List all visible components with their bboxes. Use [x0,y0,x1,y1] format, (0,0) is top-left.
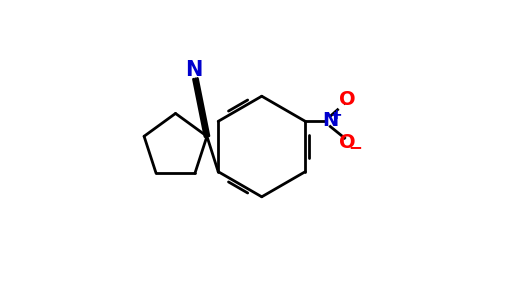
Text: N: N [185,60,202,80]
Text: N: N [322,111,338,130]
Text: O: O [339,90,356,109]
Text: O: O [339,133,356,152]
Text: +: + [331,108,343,122]
Text: −: − [349,138,362,156]
